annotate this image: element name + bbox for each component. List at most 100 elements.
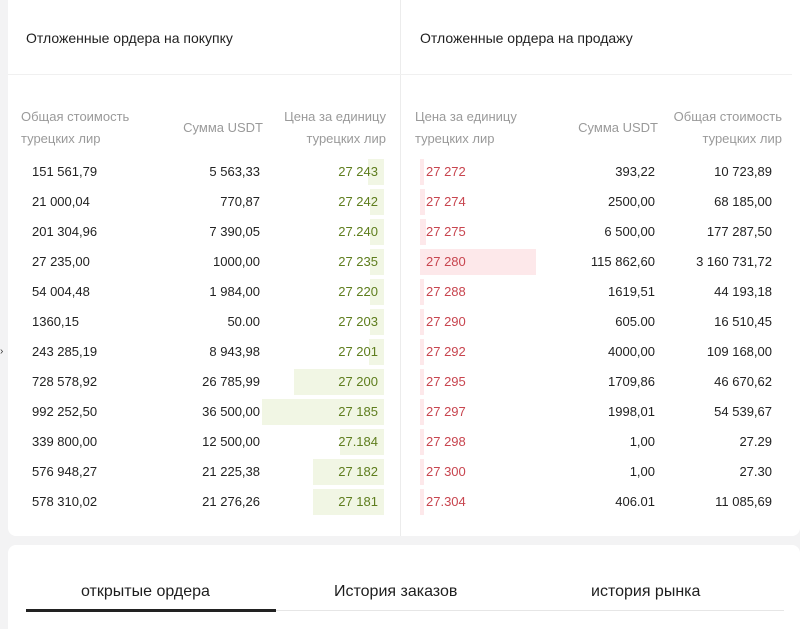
sell-usdt-cell: 115 862,60: [590, 254, 655, 269]
sell-order-row[interactable]: 27 274 2500,00 68 185,00: [400, 187, 792, 217]
sell-total-cell: 109 168,00: [706, 344, 772, 359]
tab-market-history[interactable]: история рынка: [591, 583, 701, 600]
order-book-card: [8, 0, 800, 536]
sell-total-cell: 27.30: [739, 464, 772, 479]
sell-order-row[interactable]: 27 272 393,22 10 723,89: [400, 157, 792, 187]
sell-depth-bar: [420, 279, 424, 305]
sell-usdt-cell: 1619,51: [608, 284, 655, 299]
sell-header-usdt: Сумма USDT: [578, 120, 658, 135]
tab-open-orders[interactable]: открытые ордера: [81, 583, 210, 600]
buy-depth-bar: [294, 369, 384, 395]
buy-depth-bar: [262, 399, 384, 425]
sell-price-cell: 27 275: [426, 224, 466, 239]
buy-order-row[interactable]: 243 285,19 8 943,98 27 201: [0, 337, 400, 367]
sell-order-row[interactable]: 27 288 1619,51 44 193,18: [400, 277, 792, 307]
buy-total-cell: 27 235,00: [32, 254, 90, 269]
buy-order-row[interactable]: 151 561,79 5 563,33 27 243: [0, 157, 400, 187]
sell-usdt-cell: 1709,86: [608, 374, 655, 389]
buy-price-cell: 27.184: [338, 434, 378, 449]
buy-order-row[interactable]: 201 304,96 7 390,05 27.240: [0, 217, 400, 247]
buy-depth-bar: [313, 459, 384, 485]
buy-usdt-cell: 5 563,33: [209, 164, 260, 179]
buy-price-cell: 27 203: [338, 314, 378, 329]
buy-total-cell: 21 000,04: [32, 194, 90, 209]
buy-header-total: Общая стоимость турецких лир: [21, 109, 130, 146]
sell-order-row[interactable]: 27 300 1,00 27.30: [400, 457, 792, 487]
sell-header-total: Общая стоимость турецких лир: [673, 109, 782, 146]
sell-total-cell: 11 085,69: [715, 494, 772, 509]
sell-total-cell: 46 670,62: [714, 374, 772, 389]
buy-usdt-cell: 36 500,00: [202, 404, 260, 419]
sell-price-cell: 27.304: [426, 494, 466, 509]
sell-usdt-cell: 2500,00: [608, 194, 655, 209]
buy-usdt-cell: 1000,00: [213, 254, 260, 269]
sell-order-row[interactable]: 27 295 1709,86 46 670,62: [400, 367, 792, 397]
sell-price-cell: 27 274: [426, 194, 466, 209]
buy-order-row[interactable]: 578 310,02 21 276,26 27 181: [0, 487, 400, 517]
sell-order-row[interactable]: 27 298 1,00 27.29: [400, 427, 792, 457]
buy-order-row[interactable]: 27 235,00 1000,00 27 235: [0, 247, 400, 277]
sell-total-cell: 177 287,50: [706, 224, 772, 239]
sell-usdt-cell: 1,00: [629, 434, 655, 449]
buy-total-cell: 151 561,79: [32, 164, 98, 179]
sell-price-cell: 27 295: [426, 374, 466, 389]
sell-usdt-cell: 406.01: [615, 494, 655, 509]
buy-depth-bar: [370, 309, 384, 335]
buy-price-cell: 27 185: [338, 404, 378, 419]
sell-order-row[interactable]: 27.304 406.01 11 085,69: [400, 487, 792, 517]
sell-order-row[interactable]: 27 280 115 862,60 3 160 731,72: [400, 247, 792, 277]
sell-depth-bar: [420, 489, 424, 515]
sell-order-row[interactable]: 27 275 6 500,00 177 287,50: [400, 217, 792, 247]
sell-price-cell: 27 288: [426, 284, 466, 299]
buy-price-cell: 27 182: [338, 464, 378, 479]
sell-depth-bar: [420, 309, 424, 335]
buy-order-row[interactable]: 21 000,04 770,87 27 242: [0, 187, 400, 217]
sell-order-row[interactable]: 27 292 4000,00 109 168,00: [400, 337, 792, 367]
buy-depth-bar: [368, 159, 384, 185]
buy-usdt-cell: 21 225,38: [202, 464, 260, 479]
tab-order-history[interactable]: История заказов: [334, 583, 458, 600]
sell-depth-bar: [420, 249, 536, 275]
buy-price-cell: 27 201: [338, 344, 378, 359]
sell-orders-title: Отложенные ордера на продажу: [420, 30, 633, 46]
buy-total-cell: 1360,15: [32, 314, 79, 329]
buy-depth-bar: [340, 429, 384, 455]
sell-header-price: Цена за единицу турецких лир: [415, 109, 517, 146]
active-tab-indicator: [26, 609, 276, 612]
sell-usdt-cell: 4000,00: [608, 344, 655, 359]
buy-usdt-cell: 8 943,98: [209, 344, 260, 359]
sell-price-cell: 27 280: [426, 254, 466, 269]
buy-total-cell: 578 310,02: [32, 494, 98, 509]
buy-header-price: Цена за единицу турецких лир: [284, 109, 386, 146]
buy-orders-title: Отложенные ордера на покупку: [26, 30, 233, 46]
sell-total-cell: 10 723,89: [714, 164, 772, 179]
sell-usdt-cell: 605.00: [615, 314, 655, 329]
buy-usdt-cell: 12 500,00: [202, 434, 260, 449]
buy-order-row[interactable]: 576 948,27 21 225,38 27 182: [0, 457, 400, 487]
buy-depth-bar: [370, 219, 384, 245]
sell-total-cell: 16 510,45: [714, 314, 772, 329]
sell-depth-bar: [420, 159, 424, 185]
buy-usdt-cell: 50.00: [227, 314, 260, 329]
buy-order-row[interactable]: 728 578,92 26 785,99 27 200: [0, 367, 400, 397]
buy-usdt-cell: 26 785,99: [202, 374, 260, 389]
sell-usdt-cell: 1998,01: [608, 404, 655, 419]
sell-depth-bar: [420, 459, 424, 485]
buy-header-usdt: Сумма USDT: [183, 120, 263, 135]
buy-price-cell: 27.240: [338, 224, 378, 239]
buy-total-cell: 54 004,48: [32, 284, 90, 299]
buy-order-row[interactable]: 992 252,50 36 500,00 27 185: [0, 397, 400, 427]
sell-total-cell: 44 193,18: [714, 284, 772, 299]
sell-total-cell: 3 160 731,72: [696, 254, 772, 269]
buy-price-cell: 27 242: [338, 194, 378, 209]
buy-order-row[interactable]: 339 800,00 12 500,00 27.184: [0, 427, 400, 457]
sell-order-row[interactable]: 27 290 605.00 16 510,45: [400, 307, 792, 337]
sell-order-row[interactable]: 27 297 1998,01 54 539,67: [400, 397, 792, 427]
sell-total-cell: 27.29: [739, 434, 772, 449]
buy-depth-bar: [313, 489, 384, 515]
buy-order-row[interactable]: 1360,15 50.00 27 203: [0, 307, 400, 337]
buy-depth-bar: [370, 279, 384, 305]
buy-order-row[interactable]: 54 004,48 1 984,00 27 220: [0, 277, 400, 307]
buy-total-cell: 339 800,00: [32, 434, 98, 449]
sell-usdt-cell: 393,22: [615, 164, 655, 179]
